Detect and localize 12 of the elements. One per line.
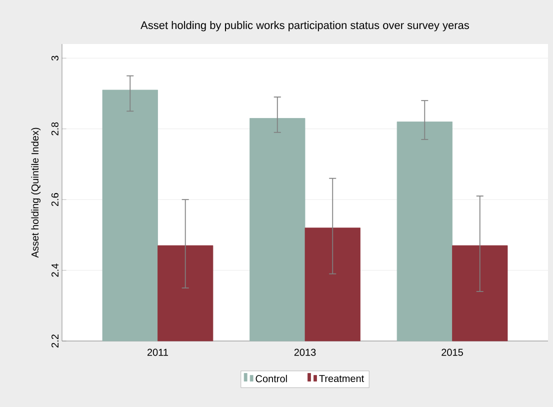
y-tick-label: 2.8 [51, 122, 58, 136]
legend-label: Control [256, 374, 287, 382]
x-tick-label: 2015 [442, 348, 463, 356]
y-tick-label: 2.2 [51, 334, 58, 348]
x-tick-label: 2011 [147, 348, 168, 356]
y-tick-label: 2.6 [51, 193, 58, 206]
legend-label: Treatment [319, 375, 364, 382]
y-tick-label: 3 [51, 56, 58, 61]
x-tick-label: 2013 [294, 348, 316, 356]
y-axis-title: Asset holding (Quintile Index) [31, 128, 41, 258]
chart-title: Asset holding by public works participation status over survey yeras [140, 21, 470, 32]
y-tick-label: 2.4 [51, 264, 58, 277]
